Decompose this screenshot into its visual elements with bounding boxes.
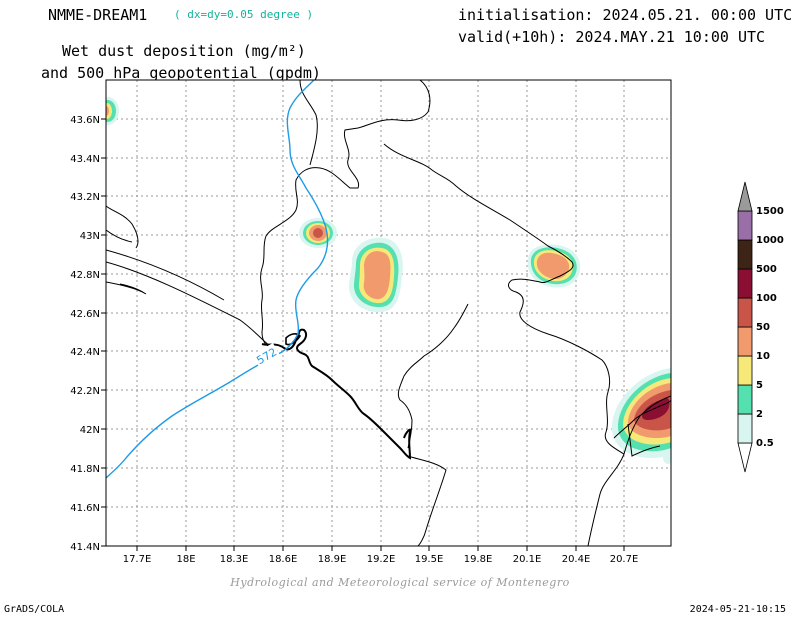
legend-label: 500 bbox=[756, 264, 777, 275]
legend-label: 2 bbox=[756, 409, 763, 420]
lon-label: 19.5E bbox=[415, 554, 444, 565]
legend-label: 100 bbox=[756, 293, 777, 304]
map-plot-area: 572 bbox=[106, 80, 671, 546]
legend-above-arrow bbox=[737, 181, 753, 212]
axis-ticks bbox=[101, 118, 625, 551]
lat-label: 42.4N bbox=[70, 347, 100, 358]
lon-label: 18.9E bbox=[318, 554, 347, 565]
lon-label: 20.4E bbox=[562, 554, 591, 565]
dust-blob-northwest bbox=[106, 97, 119, 125]
field-title-line2: and 500 hPa geopotential (gpdm) bbox=[41, 64, 321, 82]
render-timestamp: 2024-05-21-10:15 bbox=[689, 604, 786, 615]
borders-and-coastlines bbox=[106, 80, 671, 546]
legend-label: 50 bbox=[756, 322, 770, 333]
lat-label: 41.4N bbox=[70, 542, 100, 553]
lat-label: 43.4N bbox=[70, 154, 100, 165]
lat-label: 43N bbox=[80, 231, 100, 242]
legend-label: 5 bbox=[756, 380, 763, 391]
legend-swatch bbox=[737, 413, 753, 444]
lat-label: 42N bbox=[80, 425, 100, 436]
lat-label: 41.6N bbox=[70, 503, 100, 514]
legend-colorbar bbox=[737, 181, 753, 473]
lat-label: 42.8N bbox=[70, 270, 100, 281]
legend-swatch bbox=[737, 297, 753, 328]
legend-labels: 0.5 2 5 10 50 100 500 1000 1500 bbox=[756, 206, 784, 449]
lon-label: 18.6E bbox=[269, 554, 298, 565]
geopotential-contour-572 bbox=[106, 80, 329, 479]
latitude-labels: 43.6N 43.4N 43.2N 43N 42.8N 42.6N 42.4N … bbox=[70, 115, 100, 553]
lon-label: 17.7E bbox=[123, 554, 152, 565]
dust-blob-central-north bbox=[299, 218, 337, 248]
legend-label: 1000 bbox=[756, 235, 784, 246]
model-resolution: ( dx=dy=0.05 degree ) bbox=[174, 8, 314, 21]
lon-label: 18.3E bbox=[220, 554, 249, 565]
credit-text: Hydrological and Meteorological service … bbox=[230, 576, 570, 589]
longitude-labels: 17.7E 18E 18.3E 18.6E 18.9E 19.2E 19.5E … bbox=[123, 554, 639, 565]
legend-label: 1500 bbox=[756, 206, 784, 217]
lon-label: 18E bbox=[176, 554, 195, 565]
legend-label: 10 bbox=[756, 351, 770, 362]
legend-swatch bbox=[737, 384, 753, 415]
lat-label: 43.2N bbox=[70, 192, 100, 203]
lon-label: 20.7E bbox=[610, 554, 639, 565]
lat-label: 43.6N bbox=[70, 115, 100, 126]
legend-swatch bbox=[737, 210, 753, 241]
valid-time: valid(+10h): 2024.MAY.21 10:00 UTC bbox=[458, 28, 766, 46]
lon-label: 19.2E bbox=[367, 554, 396, 565]
lon-label: 20.1E bbox=[513, 554, 542, 565]
legend-swatch bbox=[737, 355, 753, 386]
legend-label: 0.5 bbox=[756, 438, 774, 449]
lat-label: 42.2N bbox=[70, 386, 100, 397]
legend-swatch bbox=[737, 268, 753, 299]
legend-swatch bbox=[737, 326, 753, 357]
legend-swatch bbox=[737, 239, 753, 270]
model-title: NMME-DREAM1 bbox=[48, 6, 148, 24]
legend-below-arrow bbox=[737, 442, 753, 473]
lat-label: 41.8N bbox=[70, 464, 100, 475]
dust-blob-central bbox=[348, 237, 403, 313]
lat-label: 42.6N bbox=[70, 309, 100, 320]
field-title-line1: Wet dust deposition (mg/m²) bbox=[62, 42, 306, 60]
software-label: GrADS/COLA bbox=[4, 604, 65, 615]
initialisation-time: initialisation: 2024.05.21. 00:00 UTC bbox=[458, 6, 793, 24]
lon-label: 19.8E bbox=[464, 554, 493, 565]
